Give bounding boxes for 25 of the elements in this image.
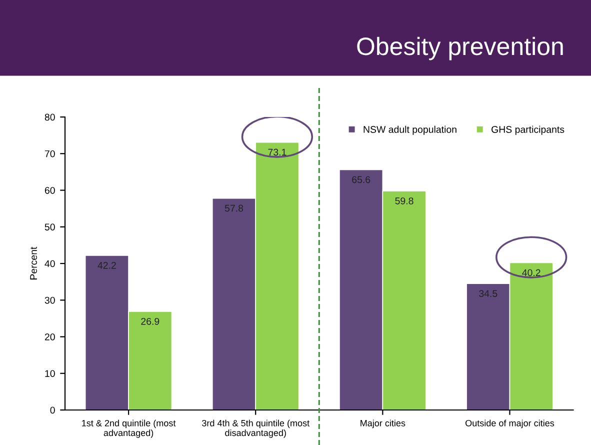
legend-label: NSW adult population [364, 126, 456, 135]
y-tick-label: 0 [50, 406, 55, 414]
data-label: 42.2 [98, 262, 116, 269]
chart-title: Obesity prevention [357, 36, 563, 60]
y-tick-label: 40 [44, 260, 55, 268]
data-label: 40.2 [522, 269, 540, 276]
data-label: 57.8 [224, 204, 244, 212]
data-label: 59.8 [395, 197, 414, 204]
data-label: 73.1 [268, 148, 286, 156]
y-tick-label: 10 [45, 370, 55, 377]
x-tick-label: Outside of major cities [466, 420, 554, 428]
y-tick-label: 80 [44, 114, 55, 121]
data-label: 26.9 [141, 318, 160, 325]
x-tick-label: 1st & 2nd quintile (most advantaged) [82, 420, 176, 438]
x-tick-label: 3rd 4th & 5th quintile (most disadvantaged) [202, 420, 310, 438]
y-tick-label: 60 [44, 186, 55, 194]
y-tick-label: 30 [44, 296, 55, 304]
data-label: 65.6 [352, 176, 370, 184]
legend-label: GHS participants [492, 126, 564, 135]
y-tick-label: 20 [44, 333, 55, 340]
y-axis-title: Percent [30, 246, 37, 280]
y-tick-label: 50 [44, 224, 55, 230]
data-label: 34.5 [479, 290, 498, 297]
y-tick-label: 70 [44, 150, 55, 158]
x-tick-label: Major cities [360, 420, 406, 428]
